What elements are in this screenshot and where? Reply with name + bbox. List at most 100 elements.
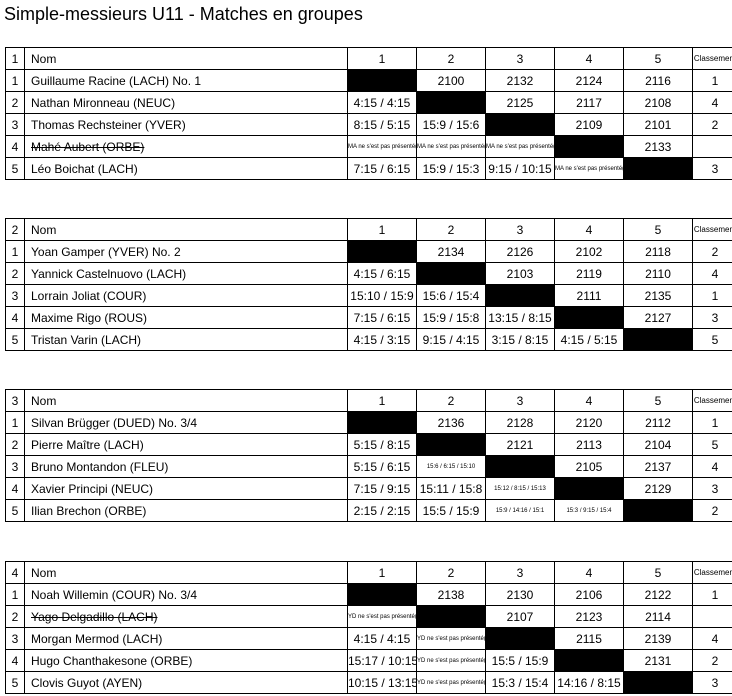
player-position: 4 (5, 135, 25, 158)
header-col: 5 (623, 561, 693, 584)
match-cell: YD ne s'est pas présenté(e) (416, 627, 486, 650)
self-match-cell (416, 605, 486, 628)
table-row: 2 Nathan Mironneau (NEUC) 4:15 / 4:15 2125 2… (5, 91, 732, 114)
header-col: 2 (416, 218, 486, 241)
match-cell: 2112 (623, 411, 693, 434)
match-cell: 2134 (416, 240, 486, 263)
header-col: 4 (554, 218, 624, 241)
player-name-text: Ilian Brechon (ORBE) (31, 503, 147, 518)
match-cell: 8:15 / 5:15 (347, 113, 417, 136)
match-cell: MA ne s'est pas présenté(e) (554, 157, 624, 180)
match-cell: 2123 (554, 605, 624, 628)
match-cell: 2119 (554, 262, 624, 285)
match-cell: 2101 (623, 113, 693, 136)
player-name: Hugo Chanthakesone (ORBE) (24, 649, 348, 672)
match-cell: 2125 (485, 91, 555, 114)
player-name-text: Tristan Varin (LACH) (31, 332, 142, 347)
self-match-cell (485, 627, 555, 650)
match-cell: 2133 (623, 135, 693, 158)
player-name-text: Lorrain Joliat (COUR) (31, 288, 147, 303)
header-name: Nom (24, 561, 348, 584)
ranking: 1 (692, 583, 732, 606)
self-match-cell (416, 91, 486, 114)
player-position: 3 (5, 455, 25, 478)
player-position: 1 (5, 583, 25, 606)
header-col: 3 (485, 47, 555, 70)
player-name-text: Nathan Mironneau (NEUC) (31, 95, 176, 110)
header-rank: Classement (692, 389, 732, 412)
player-name: Yannick Castelnuovo (LACH) (24, 262, 348, 285)
table-row: 4 Maxime Rigo (ROUS) 7:15 / 6:15 15:9 / 15:… (5, 306, 732, 329)
match-cell: 15:9 / 15:3 (416, 157, 486, 180)
player-position: 1 (5, 240, 25, 263)
table-row: 5 Tristan Varin (LACH) 4:15 / 3:15 9:15 / 4… (5, 328, 732, 351)
group-table-4: 4 Nom 1 2 3 4 5 Classement 1 Noah Willemin (COUR)… (5, 561, 732, 694)
ranking: 3 (692, 306, 732, 329)
self-match-cell (554, 477, 624, 500)
group-number: 4 (5, 561, 25, 584)
table-row: 3 Lorrain Joliat (COUR) 15:10 / 15:9 15:6 /… (5, 284, 732, 307)
player-name-text: Mahé Aubert (ORBE) (31, 139, 145, 154)
match-cell: 2110 (623, 262, 693, 285)
player-name-text: Pierre Maître (LACH) (31, 437, 144, 452)
match-cell: 2124 (554, 69, 624, 92)
player-name-text: Yoan Gamper (YVER) No. 2 (31, 244, 181, 259)
player-name: Tristan Varin (LACH) (24, 328, 348, 351)
match-cell: 2111 (554, 284, 624, 307)
match-cell: 15:10 / 15:9 (347, 284, 417, 307)
match-cell: 2137 (623, 455, 693, 478)
self-match-cell (485, 113, 555, 136)
match-cell: MA ne s'est pas présenté(e) (416, 135, 486, 158)
match-cell: 2128 (485, 411, 555, 434)
header-col: 2 (416, 561, 486, 584)
self-match-cell (623, 157, 693, 180)
player-position: 1 (5, 69, 25, 92)
match-cell: 2136 (416, 411, 486, 434)
player-name: Guillaume Racine (LACH) No. 1 (24, 69, 348, 92)
player-position: 5 (5, 671, 25, 694)
self-match-cell (416, 433, 486, 456)
match-cell: 7:15 / 9:15 (347, 477, 417, 500)
table-row: 2 Yago Delgadillo (LACH) YD ne s'est pas p… (5, 605, 732, 628)
player-position: 3 (5, 284, 25, 307)
player-name-text: Maxime Rigo (ROUS) (31, 310, 148, 325)
player-name-text: Silvan Brügger (DUED) No. 3/4 (31, 415, 198, 430)
ranking: 4 (692, 91, 732, 114)
match-cell: 2103 (485, 262, 555, 285)
player-position: 4 (5, 477, 25, 500)
table-row: 2 Yannick Castelnuovo (LACH) 4:15 / 6:15 21… (5, 262, 732, 285)
table-row: 4 Xavier Principi (NEUC) 7:15 / 9:15 15:11 … (5, 477, 732, 500)
match-cell: 13:15 / 8:15 (485, 306, 555, 329)
player-name: Mahé Aubert (ORBE) (24, 135, 348, 158)
match-cell: 2:15 / 2:15 (347, 499, 417, 522)
player-name: Silvan Brügger (DUED) No. 3/4 (24, 411, 348, 434)
player-name: Yoan Gamper (YVER) No. 2 (24, 240, 348, 263)
match-cell: 9:15 / 4:15 (416, 328, 486, 351)
group-table-2: 2 Nom 1 2 3 4 5 Classement 1 Yoan Gamper (YVER) N… (5, 218, 732, 351)
player-name: Thomas Rechsteiner (YVER) (24, 113, 348, 136)
match-cell: 2117 (554, 91, 624, 114)
match-cell: 4:15 / 5:15 (554, 328, 624, 351)
self-match-cell (554, 306, 624, 329)
ranking: 4 (692, 455, 732, 478)
player-name: Ilian Brechon (ORBE) (24, 499, 348, 522)
table-row: 3 Thomas Rechsteiner (YVER) 8:15 / 5:15 15:… (5, 113, 732, 136)
match-cell: YD ne s'est pas présenté(e) (416, 649, 486, 672)
header-col: 3 (485, 218, 555, 241)
match-cell: 2114 (623, 605, 693, 628)
match-cell: 2108 (623, 91, 693, 114)
match-cell: 2129 (623, 477, 693, 500)
table-row: 1 Silvan Brügger (DUED) No. 3/4 2136 2128 21… (5, 411, 732, 434)
ranking: 1 (692, 411, 732, 434)
match-cell: 9:15 / 10:15 (485, 157, 555, 180)
header-name: Nom (24, 389, 348, 412)
player-name-text: Xavier Principi (NEUC) (31, 481, 154, 496)
player-name-text: Bruno Montandon (FLEU) (31, 459, 169, 474)
ranking: 2 (692, 240, 732, 263)
ranking: 2 (692, 113, 732, 136)
ranking: 2 (692, 649, 732, 672)
match-cell: 2100 (416, 69, 486, 92)
header-col: 1 (347, 389, 417, 412)
header-name: Nom (24, 218, 348, 241)
table-row: 5 Clovis Guyot (AYEN) 10:15 / 13:15 YD ne s… (5, 671, 732, 694)
